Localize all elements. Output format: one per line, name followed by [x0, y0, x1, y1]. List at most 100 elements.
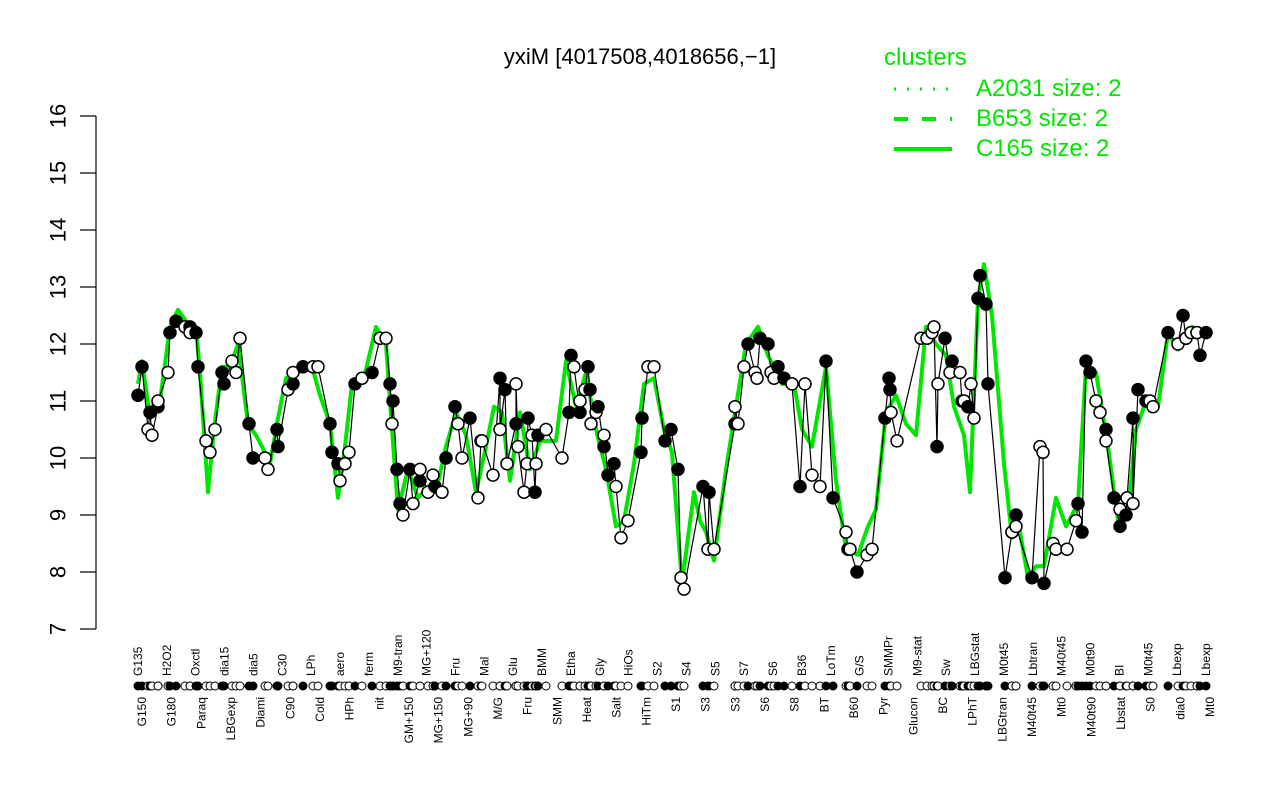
rug-marker — [828, 681, 838, 691]
open-point — [406, 496, 420, 511]
x-tick-label: S0 — [1144, 697, 1158, 712]
open-point — [311, 360, 325, 374]
x-tick-label: aero — [333, 652, 347, 676]
filled-point — [1131, 382, 1145, 397]
x-tick-label: G180 — [165, 697, 179, 727]
filled-point — [135, 360, 149, 374]
open-point — [379, 331, 393, 346]
filled-point — [826, 491, 840, 505]
filled-point — [938, 331, 952, 346]
rug-marker — [623, 681, 633, 691]
x-tick-label: LPh — [304, 655, 318, 676]
legend-entry-dotted: A2031 size: 2 — [884, 74, 1121, 104]
open-point — [890, 434, 904, 448]
filled-point — [509, 417, 523, 431]
rug-marker — [288, 681, 298, 691]
open-point — [511, 439, 525, 454]
open-point — [555, 451, 569, 465]
rug-marker — [367, 681, 377, 691]
filled-point — [945, 354, 959, 368]
rug-marker — [1027, 681, 1037, 691]
legend-entry-solid: C165 size: 2 — [884, 134, 1121, 164]
rug-marker — [1011, 681, 1021, 691]
open-point — [342, 445, 356, 460]
filled-point — [671, 462, 685, 477]
open-point — [203, 445, 217, 460]
open-point — [674, 570, 688, 585]
filled-point — [1009, 508, 1023, 522]
open-point — [1089, 394, 1103, 408]
x-tick-label: Lbexp — [1170, 643, 1184, 676]
x-tick-label: Mal — [477, 657, 491, 676]
filled-point — [702, 485, 716, 499]
x-tick-label: dia0 — [1173, 697, 1187, 720]
x-tick-label: MG+90 — [461, 697, 475, 737]
x-tick-label: Lbtran — [1026, 642, 1040, 676]
rug-marker — [273, 681, 283, 691]
x-tick-label: Salt — [610, 696, 624, 717]
rug-marker — [313, 681, 323, 691]
filled-point — [270, 422, 284, 437]
rug-marker — [1039, 681, 1049, 691]
filled-point — [189, 325, 203, 340]
open-point — [964, 377, 978, 391]
x-tick-label: LBGexp — [224, 697, 238, 741]
filled-point — [1199, 325, 1213, 340]
filled-point — [793, 479, 807, 494]
open-point — [839, 525, 853, 539]
rug-marker — [787, 681, 797, 691]
filled-point — [1075, 525, 1089, 539]
open-point — [258, 451, 272, 465]
x-tick-label: Fru — [521, 697, 535, 715]
x-tick-label: S3 — [699, 697, 713, 712]
open-point — [225, 354, 239, 368]
x-tick-label: LoTm — [824, 645, 838, 676]
open-point — [614, 531, 628, 545]
filled-point — [635, 411, 649, 425]
open-point — [500, 456, 514, 471]
filled-point — [242, 417, 256, 431]
x-tick-label: LPhT — [966, 696, 980, 725]
x-tick-label: Mt0 — [1055, 697, 1069, 717]
open-point — [475, 434, 489, 448]
x-tick-label: Fru — [449, 658, 463, 676]
filled-point — [493, 371, 507, 385]
rug-marker — [679, 681, 689, 691]
x-tick-label: MG+150 — [432, 697, 446, 744]
filled-point — [1025, 570, 1039, 585]
filled-point — [448, 399, 462, 414]
rug-marker — [415, 681, 425, 691]
filled-point — [1193, 348, 1207, 363]
rug-marker — [298, 681, 308, 691]
rug-marker — [248, 681, 258, 691]
open-point — [609, 479, 623, 494]
filled-point — [498, 382, 512, 397]
y-tick-label: 14 — [46, 218, 71, 242]
open-point — [1009, 519, 1023, 534]
x-tick-label: M0t45 — [997, 642, 1011, 676]
x-tick-label: M40t45 — [1055, 636, 1069, 676]
legend-label: A2031 size: 2 — [976, 75, 1122, 102]
x-tick-label: M0t45 — [1141, 642, 1155, 676]
y-tick-label: 12 — [46, 332, 71, 356]
legend-title: clusters — [884, 44, 967, 71]
filled-point — [1119, 508, 1133, 522]
open-point — [573, 394, 587, 408]
x-tick-label: Lbstat — [1114, 696, 1128, 729]
x-tick-label: Cold — [313, 697, 327, 722]
open-point — [805, 468, 819, 482]
filled-point — [191, 360, 205, 374]
rug-marker — [153, 681, 163, 691]
open-point — [1146, 399, 1160, 414]
open-point — [785, 377, 799, 391]
x-tick-label: G/S — [853, 655, 867, 676]
x-tick-label: G135 — [131, 646, 145, 676]
open-point — [455, 451, 469, 465]
filled-point — [930, 439, 944, 454]
x-tick-label: S3 — [728, 697, 742, 712]
filled-point — [286, 377, 300, 391]
open-point — [517, 485, 531, 499]
rug-marker — [465, 681, 475, 691]
x-rug — [133, 681, 1211, 691]
